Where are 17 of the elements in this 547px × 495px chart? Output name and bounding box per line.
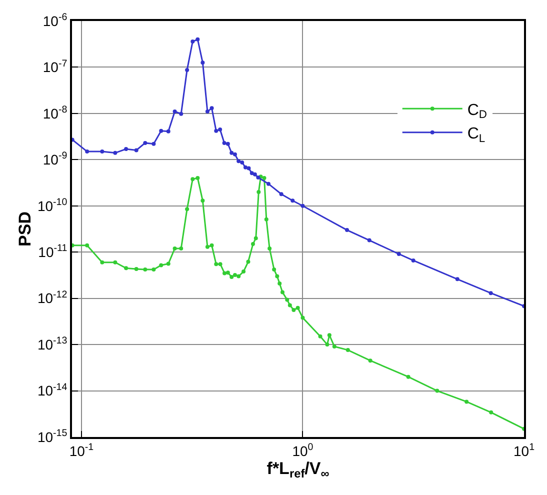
y-tick-label: 10$^{-6}$ [42,12,68,29]
x-axis-title: f*L$_{ref}$/V$_{∞}$ [266,458,330,480]
y-tick-label: 10$^{-12}$ [37,289,68,306]
x-tick-label: 10$^{-1}$ [69,442,94,459]
x-tick-label: 10$^{0}$ [292,442,314,459]
y-tick-label: 10$^{-11}$ [38,243,68,260]
y-tick-label: 10$^{-7}$ [42,58,68,76]
legend-label: C$_{D}$ [467,102,488,122]
legend-label: C$_{L}$ [467,126,486,146]
y-tick-label: 10$^{-14}$ [37,382,68,399]
y-tick-label: 10$^{-10}$ [37,196,68,214]
y-tick-label: 10$^{-8}$ [42,104,68,122]
y-tick-label: 10$^{-9}$ [42,150,68,168]
y-tick-label: 10$^{-13}$ [37,336,68,352]
y-axis-title: PSD [16,212,34,246]
x-tick-label: 10$^{1}$ [513,442,535,459]
y-tick-label: 10$^{-15}$ [37,428,68,445]
